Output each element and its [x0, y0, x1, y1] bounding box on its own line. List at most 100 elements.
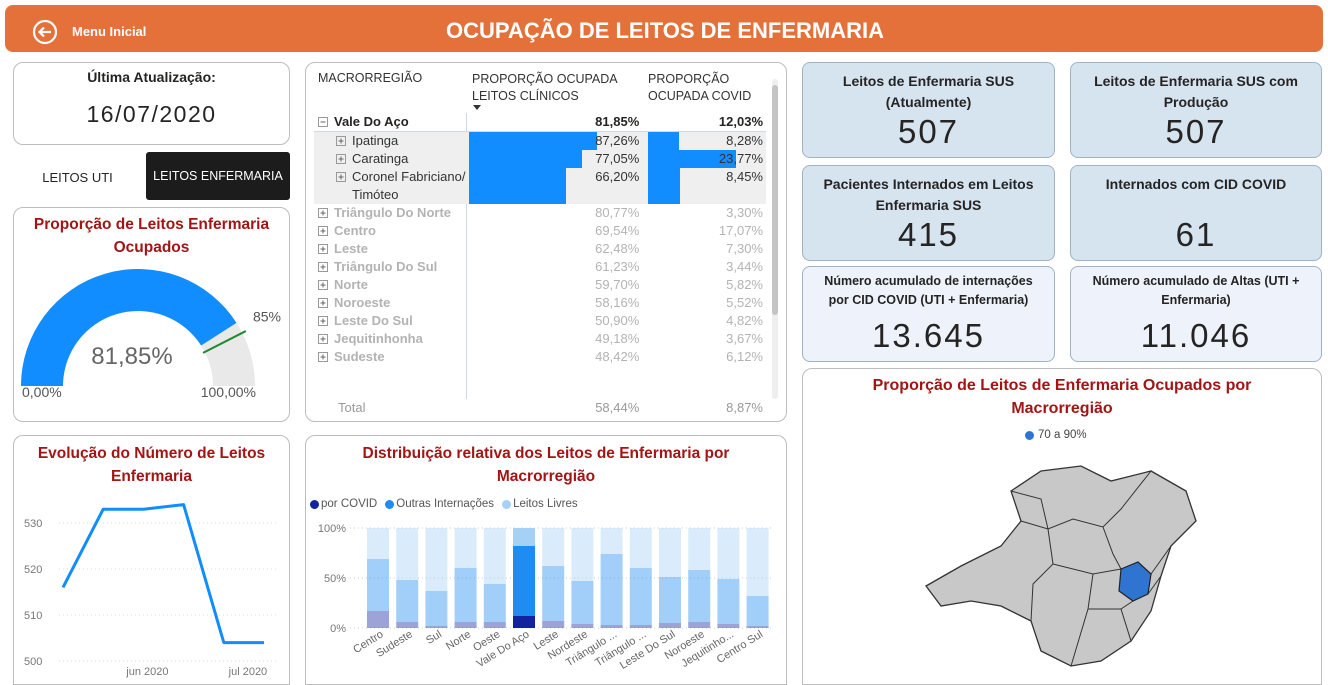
bar-segment [688, 570, 711, 622]
kpi-value: 11.046 [1140, 317, 1252, 354]
row-name-cell: Vale Do Aço [314, 113, 466, 131]
value-label: 87,26% [595, 133, 640, 148]
data-bar [648, 132, 679, 150]
y-tick-label: 100% [318, 523, 346, 535]
table-total: Total 58,44% 8,87% [314, 399, 766, 417]
row-name-cell: Norte [314, 276, 466, 294]
value-label: 5,52% [726, 295, 763, 310]
column-header: PROPORÇÃO OCUPADA LEITOS CLÍNICOS [472, 72, 617, 103]
gauge-title: Proporção de Leitos Enfermaria Ocupados [33, 216, 270, 256]
value-cell: 62,48% [469, 240, 643, 258]
kpi-title: Número acumulado de internações por CID … [824, 274, 1033, 307]
y-tick-label: 520 [24, 564, 42, 576]
bar-card: Distribuição relativa dos Leitos de Enfe… [305, 435, 787, 685]
value-label: 77,05% [595, 151, 640, 166]
bar-segment [425, 528, 448, 591]
expand-icon-box [318, 117, 328, 127]
table-row: Leste 62,48% 7,30% [314, 240, 766, 258]
value-cell: 3,67% [648, 330, 766, 348]
map-region-highlight[interactable] [1118, 561, 1152, 602]
gauge-value-arc [21, 269, 237, 386]
map-border [1010, 490, 1049, 530]
value-cell: 58,44% [469, 399, 643, 417]
row-name-cell: Jequitinhonha [314, 330, 466, 348]
map-legend: 70 a 90% [1025, 429, 1087, 441]
row-name: Vale Do Aço [334, 114, 409, 129]
row-name: Leste Do Sul [334, 313, 413, 328]
legend-item: por COVID [310, 498, 377, 510]
expand-icon [318, 226, 328, 236]
menu-link[interactable]: Menu Inicial [72, 24, 147, 39]
row-name-cell: Total [314, 399, 466, 417]
row-name: Jequitinhonha [334, 331, 423, 346]
value-label: 58,44% [595, 400, 640, 415]
scrollbar-thumb[interactable] [772, 85, 778, 315]
bar-segment [367, 559, 389, 611]
expand-icon [336, 136, 346, 146]
value-label: 3,30% [726, 205, 763, 220]
value-cell: 17,07% [648, 222, 766, 240]
expand-icon-box [318, 316, 328, 326]
value-cell: 59,70% [469, 276, 643, 294]
tab-enfermaria[interactable]: LEITOS ENFERMARIA [146, 152, 290, 200]
bar-segment [571, 581, 594, 624]
bar-segment [483, 622, 506, 628]
bar-segment [454, 528, 477, 568]
kpi-card: Internados com CID COVID 61 [1070, 165, 1322, 261]
legend-swatch [1025, 430, 1034, 440]
bar-segment [425, 626, 448, 628]
row-name-cell: Leste Do Sul [314, 312, 466, 330]
row-name: Norte [334, 277, 368, 292]
value-label: 62,48% [595, 241, 640, 256]
y-tick-label: 500 [24, 656, 42, 668]
bar-segment [629, 625, 652, 628]
expand-icon [318, 208, 328, 218]
table-row: Triângulo Do Sul 61,23% 3,44% [314, 258, 766, 276]
data-bar [468, 168, 566, 204]
map-border [1102, 526, 1122, 570]
gauge-max-label: 100,00% [201, 384, 256, 400]
tab-uti[interactable]: LEITOS UTI [42, 170, 113, 185]
value-cell: 3,44% [648, 258, 766, 276]
value-label: 69,54% [595, 223, 640, 238]
back-icon-arrow [37, 26, 51, 38]
back-button[interactable] [32, 19, 58, 45]
gauge: 85% 81,85% 0,00% 100,00% [21, 269, 281, 400]
value-cell: 48,42% [469, 348, 643, 366]
x-tick-label: Norte [444, 628, 473, 652]
value-cell: 12,03% [648, 113, 766, 131]
bar-segment [688, 622, 711, 628]
row-name: Coronel Fabriciano/Timóteo [352, 169, 466, 202]
update-card: Última Atualização: 16/07/2020 [13, 62, 290, 145]
bar-segment [513, 528, 535, 546]
value-cell: 6,12% [648, 348, 766, 366]
value-label: 50,90% [595, 313, 640, 328]
row-name-cell: Ipatinga [314, 132, 466, 150]
bar-segment [454, 568, 477, 622]
update-label: Última Atualização: [87, 69, 216, 85]
expand-icon [318, 352, 328, 362]
table-row: Caratinga 77,05% 23,77% [314, 150, 766, 168]
line-title: Evolução do Número de Leitos Enfermaria [37, 445, 266, 485]
legend-swatch [502, 499, 512, 509]
expand-icon [318, 244, 328, 254]
expand-icon [318, 334, 328, 344]
value-cell: 69,54% [469, 222, 643, 240]
data-bar [648, 168, 680, 204]
map-border [1147, 575, 1162, 595]
value-cell: 7,30% [648, 240, 766, 258]
kpi-card: Pacientes Internados em Leitos Enfermari… [802, 165, 1055, 261]
value-label: 4,82% [726, 313, 763, 328]
bar-segment [483, 528, 506, 584]
table-row: Leste Do Sul 50,90% 4,82% [314, 312, 766, 330]
expand-icon-box [336, 172, 346, 182]
table-row: Total 58,44% 8,87% [314, 399, 766, 417]
value-cell: 50,90% [469, 312, 643, 330]
y-tick-label: 0% [330, 623, 346, 635]
legend-label: 70 a 90% [1038, 429, 1087, 441]
line-series [61, 503, 264, 645]
bar-segment [746, 528, 769, 596]
sort-indicator [473, 105, 481, 110]
